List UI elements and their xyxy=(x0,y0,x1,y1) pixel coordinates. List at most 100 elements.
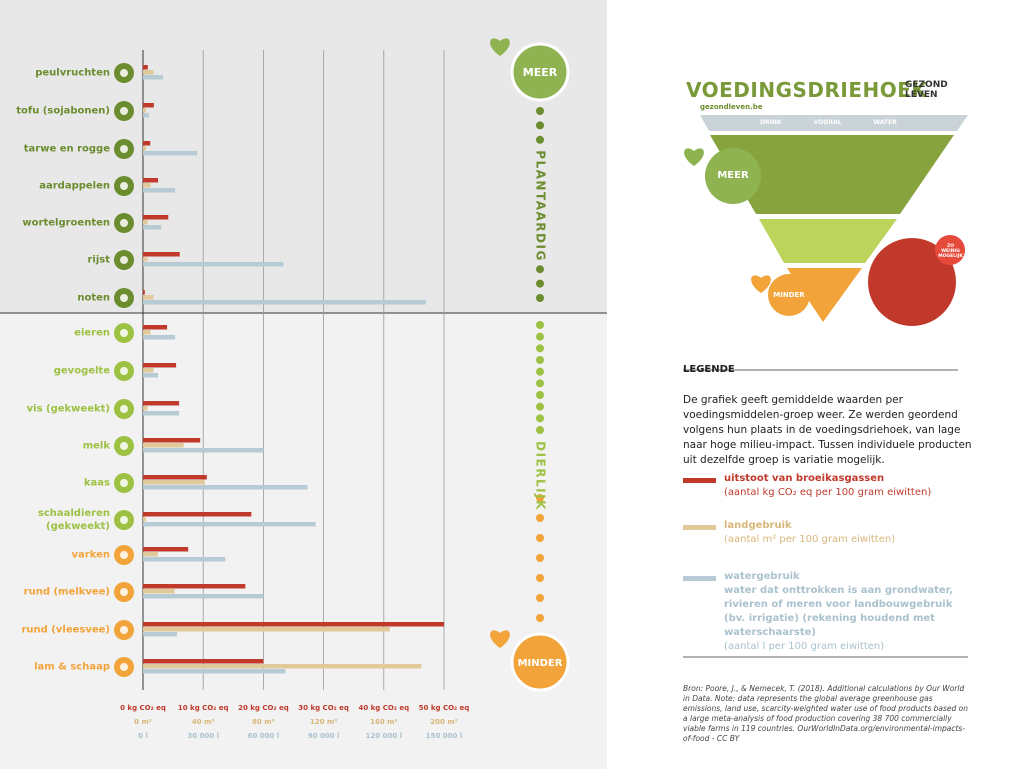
scale-label: MEER xyxy=(523,66,558,79)
x-tick-label: 0 kg CO₂ eq xyxy=(120,704,166,712)
legend-unit: (aantal m² per 100 gram eiwitten) xyxy=(724,534,896,545)
bar xyxy=(143,335,176,340)
bar xyxy=(143,475,207,480)
bar xyxy=(143,373,159,378)
avoid-badge xyxy=(935,235,965,265)
category-icon-inner xyxy=(120,294,128,302)
x-tick-label: 60 000 l xyxy=(247,732,280,740)
bar xyxy=(143,401,180,406)
x-tick-label: 80 m² xyxy=(252,718,275,726)
bar xyxy=(143,594,264,599)
category-label: noten xyxy=(77,292,110,304)
title: VOEDINGSDRIEHOEK xyxy=(686,78,928,102)
category-label: peulvruchten xyxy=(35,67,110,79)
dot xyxy=(536,574,544,582)
legend-description: water dat onttrokken is aan grondwater, … xyxy=(724,585,953,638)
dot xyxy=(536,367,544,376)
pyramid-avoid: ZO WEINIG MOGELIJK xyxy=(938,244,963,259)
category-icon-inner xyxy=(120,219,128,227)
bar xyxy=(143,330,151,335)
bar xyxy=(143,146,147,151)
category-label: rijst xyxy=(87,254,110,266)
bar xyxy=(143,363,177,368)
bar xyxy=(143,669,286,674)
category-label: vis (gekweekt) xyxy=(26,403,110,415)
x-tick-label: 160 m² xyxy=(370,718,398,726)
bar xyxy=(143,300,426,305)
pyramid-top: DRINK VOORAL WATER xyxy=(760,119,897,126)
category-icon-inner xyxy=(120,182,128,190)
category-icon-inner xyxy=(120,107,128,115)
bar xyxy=(143,485,308,490)
less-circle xyxy=(510,632,570,692)
x-tick-label: 0 l xyxy=(138,732,148,740)
legend-name: watergebruik xyxy=(724,571,800,582)
category-label: aardappelen xyxy=(39,180,110,192)
less-circle xyxy=(768,274,810,316)
heart xyxy=(751,275,771,293)
bar xyxy=(143,632,178,637)
bar xyxy=(143,448,264,453)
category-label: rund (melkvee) xyxy=(23,586,110,598)
bar xyxy=(143,65,148,70)
dot xyxy=(536,402,544,411)
x-tick-label: 30 kg CO₂ eq xyxy=(298,704,349,712)
legend-swatch xyxy=(683,478,716,483)
category-icon-inner xyxy=(120,516,128,524)
x-tick-label: 40 m² xyxy=(191,718,215,726)
x-tick-label: 30 000 l xyxy=(187,732,220,740)
legend-name: uitstoot van broeikasgassen xyxy=(724,473,885,484)
bar xyxy=(143,108,147,113)
category-label: wortelgroenten xyxy=(22,217,110,229)
x-tick-label: 40 kg CO₂ eq xyxy=(358,704,410,712)
legend-swatch xyxy=(683,576,716,581)
bar xyxy=(143,589,175,594)
bar xyxy=(143,627,390,632)
category-label: rund (vleesvee) xyxy=(21,624,111,636)
x-tick-label: 10 kg CO₂ eq xyxy=(177,704,229,712)
bar xyxy=(143,295,154,300)
dot xyxy=(536,265,544,274)
bar xyxy=(143,517,147,522)
dot xyxy=(536,107,544,115)
dot xyxy=(536,135,544,144)
category-icon-inner xyxy=(120,588,128,596)
category-label: gevogelte xyxy=(53,365,110,377)
heart xyxy=(490,38,510,56)
category-icon-inner xyxy=(120,69,128,77)
bar xyxy=(143,215,169,220)
category-icon-inner xyxy=(120,367,128,375)
x-tick-label: 200 m² xyxy=(430,718,458,726)
bar xyxy=(143,411,180,416)
dot xyxy=(536,121,544,130)
x-tick-label: 0 m² xyxy=(134,718,152,726)
pyramid-water xyxy=(700,115,968,131)
dot xyxy=(536,356,544,364)
bar xyxy=(143,183,151,188)
legend-swatch xyxy=(683,525,716,530)
bar xyxy=(143,290,145,295)
group-label: PLANTAARDIG xyxy=(534,150,548,262)
bar xyxy=(143,257,148,262)
pyramid-green xyxy=(710,135,954,214)
bar xyxy=(143,547,189,552)
category-label: tarwe en rogge xyxy=(23,143,110,155)
bar xyxy=(143,151,198,156)
category-icon-inner xyxy=(120,329,128,337)
legend-title: LEGENDE xyxy=(683,364,735,375)
dot xyxy=(536,294,544,302)
bar xyxy=(143,188,176,193)
x-tick-label: 120 m² xyxy=(309,718,338,726)
pyramid-orange xyxy=(787,268,862,322)
x-tick-label: 120 000 l xyxy=(365,732,403,740)
category-label: eieren xyxy=(74,327,110,339)
bar xyxy=(143,225,162,230)
bar xyxy=(143,438,201,443)
more-circle xyxy=(510,42,570,102)
bar xyxy=(143,622,444,627)
brand: GEZOND LEVEN xyxy=(905,80,948,100)
dot xyxy=(536,391,544,399)
dot xyxy=(536,514,544,522)
bar xyxy=(143,522,316,527)
